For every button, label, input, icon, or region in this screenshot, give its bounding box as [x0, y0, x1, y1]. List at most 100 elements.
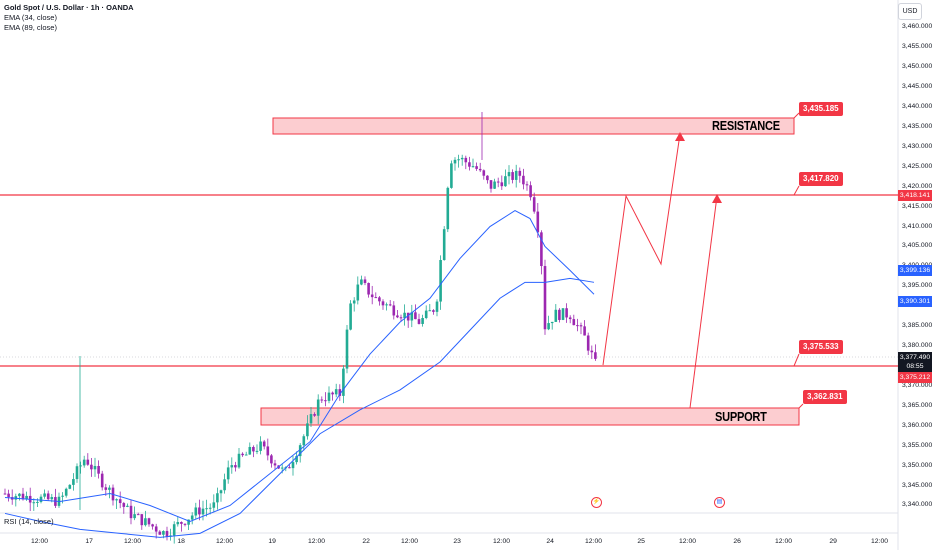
candle-body	[270, 455, 273, 464]
candle-body	[399, 317, 403, 319]
candle-body	[147, 518, 151, 525]
candle-body	[316, 399, 320, 416]
candle-body	[550, 321, 554, 324]
candle-body	[212, 502, 216, 508]
time-tick: 29	[829, 538, 837, 545]
price-tick: 3,430.000	[902, 142, 932, 150]
candle-body	[536, 211, 540, 233]
candle-body	[61, 495, 64, 497]
callout-connector	[793, 185, 800, 196]
rsi-label[interactable]: RSI (14, close)	[4, 517, 54, 526]
candle-body	[97, 466, 100, 474]
symbol-title[interactable]: Gold Spot / U.S. Dollar · 1h · OANDA	[4, 3, 134, 12]
candle-body	[187, 519, 190, 525]
ema-34-label[interactable]: EMA (34, close)	[4, 13, 57, 22]
candle-body	[565, 308, 568, 318]
price-tick: 3,340.000	[902, 501, 932, 509]
price-tick: 3,355.000	[902, 441, 932, 449]
callout-resistance-price: 3,435.185	[799, 102, 843, 116]
price-tick: 3,360.000	[902, 421, 932, 429]
candle-body	[248, 446, 252, 455]
candle-body	[324, 400, 327, 402]
price-tick: 3,395.000	[902, 282, 932, 290]
callout-level-price: 3,417.820	[799, 172, 843, 186]
candle-body	[50, 497, 54, 500]
candle-body	[338, 389, 342, 396]
ema-89-label[interactable]: EMA (89, close)	[4, 23, 57, 32]
candle-body	[583, 326, 586, 336]
candle-body	[72, 479, 75, 485]
price-tag: 3,375.212	[898, 372, 932, 383]
price-tick: 3,415.000	[902, 202, 932, 210]
candle-body	[417, 319, 421, 324]
candle-body	[464, 157, 468, 163]
lightning-event-icon[interactable]: ⚡	[591, 497, 602, 508]
candle-body	[579, 325, 583, 327]
candle-body	[313, 414, 316, 416]
candle-body	[64, 488, 68, 496]
candle-body	[259, 441, 262, 451]
candle-body	[432, 310, 435, 312]
candle-body	[43, 493, 46, 497]
candle-body	[568, 317, 572, 320]
time-tick: 22	[362, 538, 370, 545]
candle-body	[205, 508, 208, 510]
candle-body	[18, 493, 21, 497]
candle-body	[349, 303, 352, 330]
candle-body	[424, 310, 428, 319]
candle-body	[514, 170, 518, 180]
price-tick: 3,345.000	[902, 481, 932, 489]
candle-body	[126, 505, 129, 507]
price-tick: 3,460.000	[902, 23, 932, 31]
candle-body	[100, 473, 104, 488]
candle-body	[500, 182, 504, 187]
candle-body	[194, 507, 198, 516]
time-tick: 25	[637, 538, 645, 545]
candle-body	[385, 304, 388, 306]
candle-body	[446, 187, 450, 230]
time-tick: 12:00	[401, 538, 419, 545]
callout-support-price: 3,362.831	[803, 390, 847, 404]
candle-body	[68, 484, 72, 489]
candle-body	[183, 523, 187, 525]
candle-body	[226, 467, 230, 480]
candle-body	[576, 325, 579, 327]
candle-body	[525, 184, 529, 186]
candle-body	[280, 467, 284, 469]
time-tick: 12:00	[308, 538, 326, 545]
projection-path-1	[602, 133, 681, 366]
candle-body	[262, 441, 266, 447]
candle-body	[36, 501, 39, 503]
time-tick: 18	[177, 538, 185, 545]
time-tick: 12:00	[871, 538, 889, 545]
candle-body	[151, 524, 154, 527]
candle-body	[410, 312, 414, 321]
candle-body	[345, 329, 349, 369]
candle-body	[176, 522, 180, 525]
candle-body	[3, 493, 7, 495]
candle-body	[532, 197, 536, 212]
support-label: SUPPORT	[715, 409, 767, 424]
candle-body	[331, 392, 334, 395]
candle-body	[21, 493, 25, 500]
time-tick: 12:00	[679, 538, 697, 545]
time-tick: 12:00	[775, 538, 793, 545]
candle-body	[396, 315, 399, 318]
candle-body	[32, 502, 36, 504]
candle-body	[378, 297, 381, 302]
candle-body	[327, 392, 331, 401]
price-tick: 3,445.000	[902, 83, 932, 91]
currency-button[interactable]: USD	[898, 3, 922, 20]
candle-body	[457, 159, 460, 161]
us-flag-event-icon[interactable]: ▤	[714, 497, 725, 508]
candle-body	[298, 445, 302, 457]
candle-body	[468, 162, 471, 167]
candle-body	[367, 282, 370, 295]
price-tag: 3,418.141	[898, 190, 932, 201]
time-tick: 12:00	[31, 538, 49, 545]
time-tick: 26	[733, 538, 741, 545]
candle-body	[403, 312, 406, 319]
candle-body	[518, 170, 522, 176]
time-tick: 19	[268, 538, 276, 545]
